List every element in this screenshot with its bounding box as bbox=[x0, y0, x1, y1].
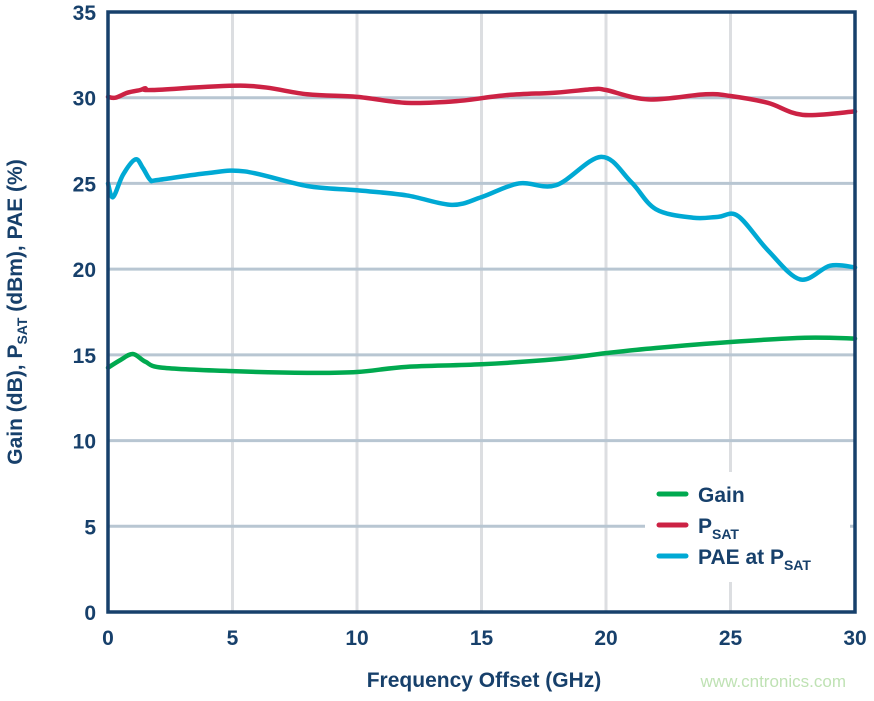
y-tick-label: 20 bbox=[73, 259, 96, 282]
legend-label: PAE at PSAT bbox=[698, 546, 811, 573]
grid bbox=[108, 12, 855, 612]
x-axis-label: Frequency Offset (GHz) bbox=[367, 669, 602, 692]
series-line-gain bbox=[105, 335, 858, 376]
x-tick-label: 15 bbox=[470, 627, 494, 650]
legend-label: Gain bbox=[698, 484, 745, 507]
x-tick-label: 30 bbox=[843, 627, 866, 650]
x-tick-label: 25 bbox=[719, 627, 743, 650]
tick-labels: 0 5 10 15 20 25 30 0 5 10 15 20 25 30 35 bbox=[73, 2, 867, 650]
y-tick-label: 0 bbox=[84, 602, 96, 625]
series-line-psat bbox=[105, 83, 858, 118]
series-line-pae-at-psat bbox=[105, 154, 858, 282]
x-tick-label: 0 bbox=[102, 627, 114, 650]
legend-label: PSAT bbox=[698, 515, 739, 542]
y-tick-label: 5 bbox=[84, 516, 96, 539]
y-tick-label: 35 bbox=[73, 2, 97, 25]
legend: Gain PSAT PAE at PSAT bbox=[645, 472, 850, 582]
series-lines bbox=[105, 83, 858, 376]
watermark: www.cntronics.com bbox=[700, 672, 846, 691]
x-tick-label: 20 bbox=[594, 627, 617, 650]
y-axis-label: Gain (dB), PSAT (dBm), PAE (%) bbox=[4, 159, 30, 464]
y-tick-label: 30 bbox=[73, 88, 96, 111]
plot-frame bbox=[106, 10, 857, 614]
x-tick-label: 5 bbox=[227, 627, 239, 650]
y-tick-label: 25 bbox=[73, 173, 97, 196]
y-tick-label: 10 bbox=[73, 431, 96, 454]
y-tick-label: 15 bbox=[73, 345, 97, 368]
x-tick-label: 10 bbox=[345, 627, 368, 650]
